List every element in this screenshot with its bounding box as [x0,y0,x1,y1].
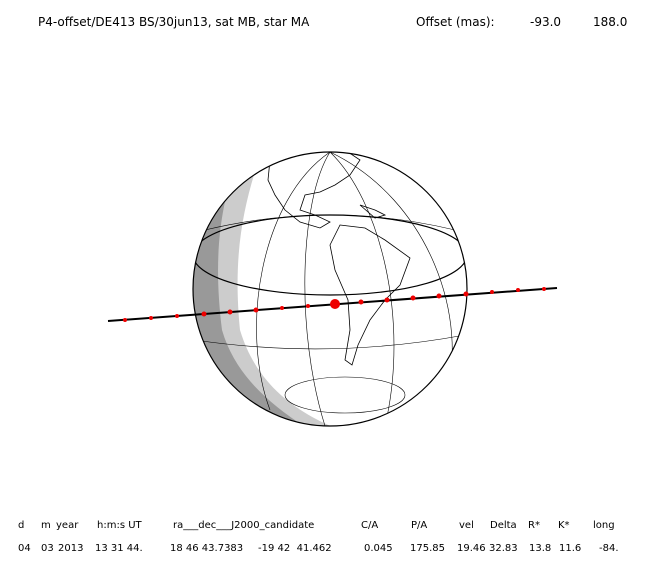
cell: -19 42 41.462 [258,543,332,554]
globe-outline [192,151,468,427]
offset-y: 188.0 [593,15,627,29]
offset-x: -93.0 [530,15,561,29]
shadow-track [107,287,558,322]
continents [267,152,411,366]
cell: 32.83 [489,543,518,554]
column-header: C/A [361,520,378,531]
cell: 04 [18,543,31,554]
column-header: long [593,520,615,531]
column-header: year [56,520,79,531]
column-header: K* [558,520,570,531]
night-shade [193,152,310,426]
cell: -84. [599,543,619,554]
cell: 18 46 43.7383 [170,543,243,554]
graticule [194,152,466,426]
cell: 19.46 [457,543,486,554]
column-header: Delta [490,520,517,531]
column-header: vel [459,520,474,531]
globe [193,152,467,426]
column-header: h:m:s UT [97,520,143,531]
cell: 0.045 [364,543,393,554]
column-header: d [18,520,24,531]
title: P4-offset/DE413 BS/30jun13, sat MB, star… [38,15,310,29]
shadow-limit [193,214,467,296]
column-header: R* [528,520,540,531]
cell: 13.8 [529,543,551,554]
cell: 2013 [58,543,83,554]
column-header: ra___dec___J2000_candidate [173,520,314,531]
time-dots [123,287,546,322]
cell: 11.6 [559,543,581,554]
cell: 13 31 44. [95,543,143,554]
offset-label: Offset (mas): [416,15,495,29]
column-header: P/A [411,520,427,531]
cell: 175.85 [410,543,445,554]
cell: 03 [41,543,54,554]
event-table: d m year h:m:s UT ra___dec___J2000_candidate… [18,520,619,554]
column-header: m [41,520,51,531]
